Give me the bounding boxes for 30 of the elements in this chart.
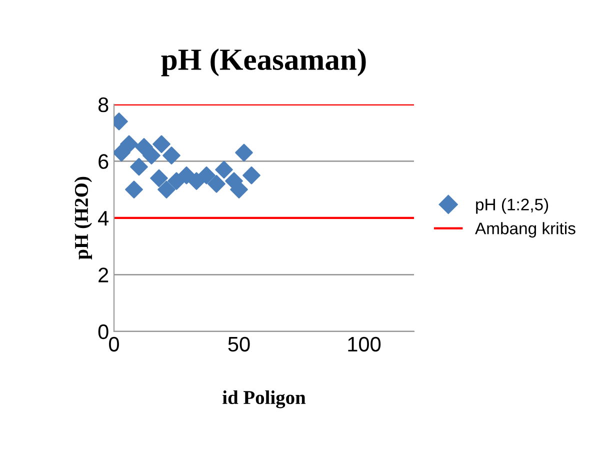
point [158, 180, 176, 198]
y-tick-label: 0 [98, 324, 108, 340]
point [168, 172, 186, 190]
point [198, 166, 216, 184]
point [130, 158, 148, 176]
y-tick-label: 4 [98, 211, 109, 226]
y-axis-title: pH (H2O) [74, 176, 92, 260]
point [230, 180, 248, 198]
legend-label: Ambang kritis [475, 222, 576, 238]
y-tick-label: 2 [98, 268, 108, 282]
point [125, 180, 143, 198]
point [120, 135, 138, 154]
point [215, 160, 233, 179]
point [152, 135, 170, 154]
point [188, 172, 206, 190]
point [162, 146, 180, 164]
chart-title: pH (Keasaman) [161, 48, 366, 76]
point [235, 144, 253, 162]
x-tick-label: 0 [109, 336, 119, 352]
point [208, 174, 226, 193]
x-axis-title: id Poligon [222, 390, 306, 408]
point [142, 146, 160, 164]
y-tick-label: 8 [98, 97, 108, 112]
x-tick-label: 50 [228, 336, 250, 352]
point [150, 169, 168, 188]
legend-label: pH (1:2,5) [476, 198, 548, 214]
point [114, 144, 130, 162]
x-tick-label: 100 [348, 336, 381, 352]
y-tick-label: 6 [98, 154, 108, 169]
point [242, 166, 260, 184]
